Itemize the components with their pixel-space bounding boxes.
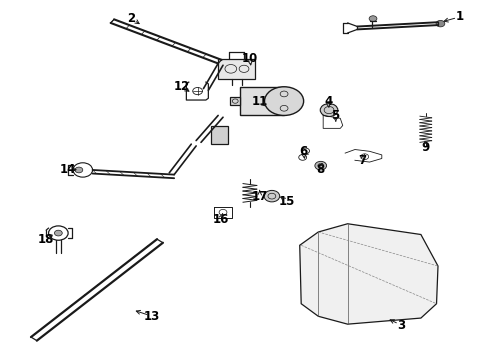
Polygon shape [300,224,438,324]
Text: 1: 1 [456,10,464,23]
Circle shape [264,190,280,202]
Text: 8: 8 [317,163,325,176]
Bar [230,97,240,105]
Bar [211,126,228,144]
Circle shape [265,87,304,116]
Circle shape [75,167,83,173]
Text: 11: 11 [251,95,268,108]
Text: 5: 5 [331,109,340,122]
Bar [240,87,284,116]
Text: 15: 15 [278,195,294,208]
Text: 13: 13 [144,310,160,323]
Text: 12: 12 [173,80,190,93]
Text: 6: 6 [299,145,308,158]
Text: 3: 3 [397,319,405,332]
Text: 17: 17 [251,190,268,203]
Circle shape [436,21,445,27]
Text: 18: 18 [37,233,54,246]
Bar [218,59,255,79]
Text: 9: 9 [422,141,430,154]
Text: 16: 16 [212,213,229,226]
Circle shape [369,16,377,22]
Text: 2: 2 [127,12,136,25]
Circle shape [54,230,62,236]
Text: 14: 14 [60,163,76,176]
Circle shape [315,161,327,170]
Circle shape [320,104,338,117]
Text: 4: 4 [324,95,332,108]
Text: 7: 7 [358,154,367,167]
Text: 10: 10 [242,51,258,64]
